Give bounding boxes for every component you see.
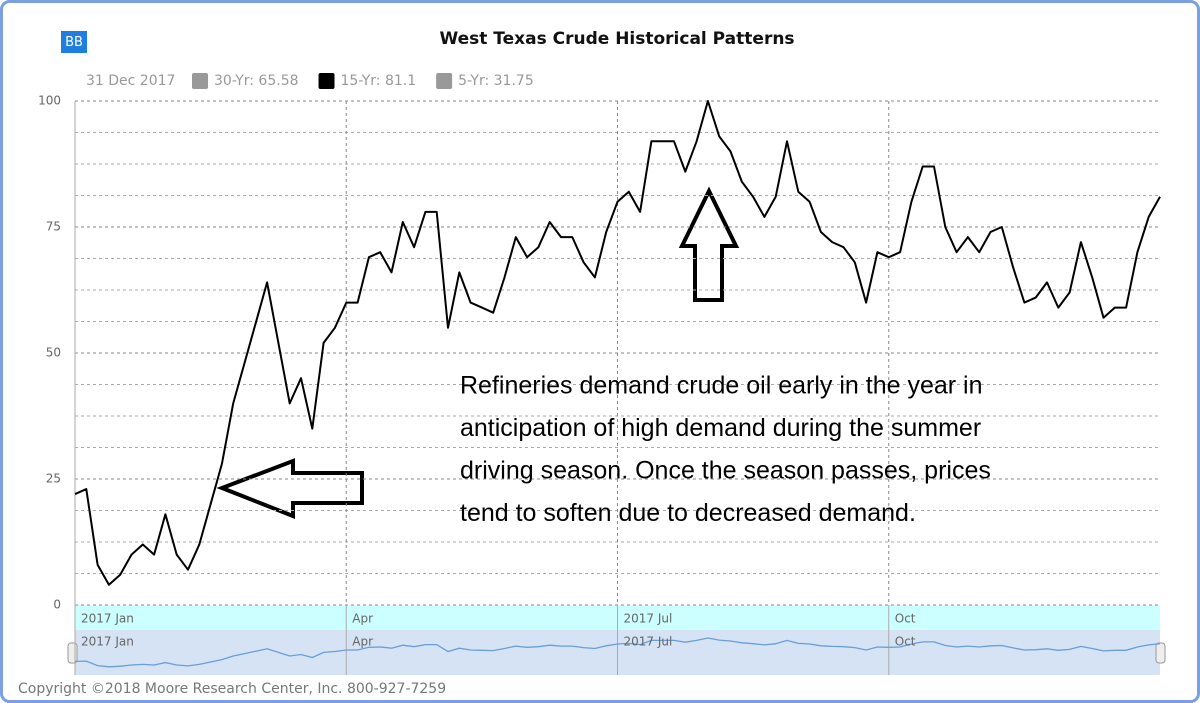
x-tick-label: 2017 Jul	[624, 612, 673, 626]
annotation: anticipation of high demand during the s…	[460, 414, 981, 442]
y-tick-label: 75	[46, 220, 61, 234]
y-tick-label: 0	[53, 598, 61, 612]
navigator-label: Apr	[352, 635, 373, 649]
legend-swatch	[318, 73, 335, 89]
annotation: driving season. Once the season passes, …	[460, 457, 991, 485]
footer: Copyright ©2018 Moore Research Center, I…	[18, 681, 446, 697]
legend-swatch	[192, 73, 208, 89]
y-tick-label: 100	[38, 94, 61, 108]
navigator-label: 2017 Jan	[81, 635, 134, 649]
arrow-left	[216, 458, 364, 519]
annotation: tend to soften due to decreased demand.	[460, 499, 916, 527]
annotation: Refineries demand crude oil early in the…	[460, 372, 983, 400]
button-bg[interactable]	[61, 31, 87, 53]
navigator-label: Oct	[895, 635, 916, 649]
legend-label: 30-Yr: 65.58	[214, 73, 299, 89]
navigator-handle[interactable]	[67, 642, 78, 664]
y-tick-label: 25	[46, 472, 61, 486]
x-tick-label: Oct	[895, 612, 916, 626]
legend-label: 5-Yr: 31.75	[458, 73, 534, 89]
arrow-up	[678, 186, 740, 302]
line-series	[74, 100, 1161, 586]
legend-swatch	[436, 73, 453, 89]
x-tick-label: Apr	[352, 612, 373, 626]
navigator-label: 2017 Jul	[624, 635, 673, 649]
navigator-handle[interactable]	[1155, 642, 1166, 664]
legend-label: 15-Yr: 81.1	[341, 73, 417, 89]
x-tick-label: 2017 Jan	[81, 612, 134, 626]
button[interactable]: BB	[65, 35, 83, 50]
chart-title: West Texas Crude Historical Patterns	[439, 29, 794, 49]
y-tick-label: 50	[46, 346, 61, 360]
navigator-line	[74, 637, 1161, 668]
legend-date: 31 Dec 2017	[86, 73, 175, 89]
